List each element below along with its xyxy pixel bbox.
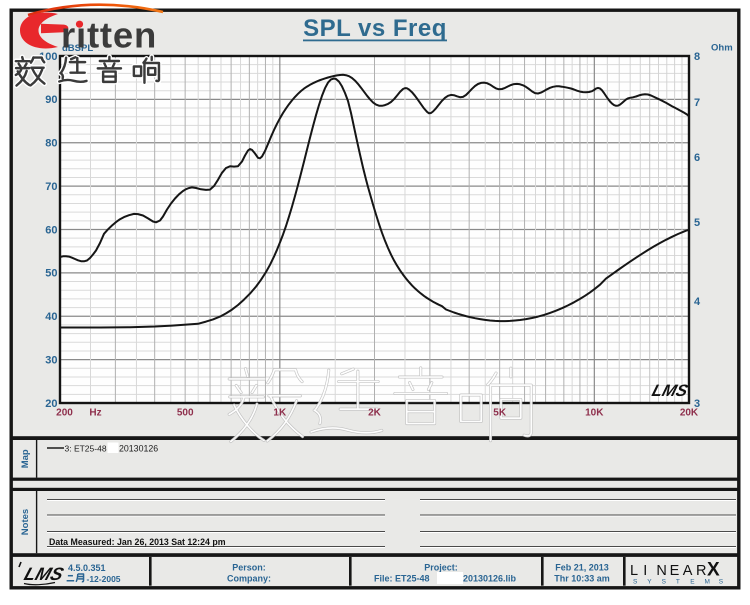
svg-text:E: E xyxy=(670,563,680,579)
svg-text:500: 500 xyxy=(177,408,194,419)
svg-text:20130126.lib: 20130126.lib xyxy=(463,573,517,583)
svg-text:M: M xyxy=(705,579,710,586)
svg-text:40: 40 xyxy=(45,311,57,323)
svg-text:60: 60 xyxy=(45,224,57,236)
svg-text:6: 6 xyxy=(694,152,700,164)
svg-text:Data Measured: Jan 26, 2013 S: Data Measured: Jan 26, 2013 Sat 12:24 pm xyxy=(49,537,226,547)
svg-text:Person:: Person: xyxy=(232,563,266,573)
svg-text:3: 3 xyxy=(694,398,700,410)
svg-text:-12-2005: -12-2005 xyxy=(87,574,121,584)
svg-text:20K: 20K xyxy=(680,408,699,419)
svg-text:Company:: Company: xyxy=(227,573,271,583)
svg-text:File: ET25-48: File: ET25-48 xyxy=(374,573,430,583)
svg-text:dBSPL: dBSPL xyxy=(62,43,93,54)
svg-text:2K: 2K xyxy=(368,408,382,419)
svg-text:Y: Y xyxy=(647,579,652,586)
svg-text:Feb 21, 2013: Feb 21, 2013 xyxy=(555,563,609,573)
svg-text:Map: Map xyxy=(20,449,31,468)
svg-text:Hz: Hz xyxy=(89,408,101,419)
svg-text:5K: 5K xyxy=(493,408,507,419)
svg-text:3: ET25-48: 3: ET25-48 xyxy=(65,443,107,453)
svg-text:T: T xyxy=(676,579,680,586)
svg-text:Ohm: Ohm xyxy=(711,43,733,54)
svg-text:5: 5 xyxy=(694,217,700,229)
svg-text:R: R xyxy=(696,563,706,579)
svg-text:Thr 10:33 am: Thr 10:33 am xyxy=(554,573,610,583)
svg-text:70: 70 xyxy=(45,181,57,193)
svg-text:Project:: Project: xyxy=(424,563,458,573)
svg-text:E: E xyxy=(690,579,695,586)
svg-text:8: 8 xyxy=(694,51,700,63)
svg-text:I: I xyxy=(643,563,647,579)
svg-text:LMS: LMS xyxy=(22,563,67,583)
svg-text:SPL vs Freq: SPL vs Freq xyxy=(303,15,447,42)
svg-text:4.5.0.351: 4.5.0.351 xyxy=(68,563,106,573)
svg-text:30: 30 xyxy=(45,354,57,366)
svg-text:rıtten: rıtten xyxy=(61,15,157,56)
svg-text:L: L xyxy=(630,563,638,579)
svg-text:A: A xyxy=(683,563,693,579)
svg-text:S: S xyxy=(633,579,638,586)
svg-text:90: 90 xyxy=(45,94,57,106)
svg-text:10K: 10K xyxy=(585,408,604,419)
svg-text:80: 80 xyxy=(45,138,57,150)
svg-text:4: 4 xyxy=(694,296,701,308)
svg-text:N: N xyxy=(656,563,666,579)
svg-text:X: X xyxy=(707,560,720,581)
svg-text:S: S xyxy=(662,579,667,586)
svg-text:S: S xyxy=(719,579,724,586)
svg-text:200: 200 xyxy=(56,408,73,419)
svg-text:Notes: Notes xyxy=(20,509,31,535)
svg-text:LMS: LMS xyxy=(650,381,691,400)
svg-text:1K: 1K xyxy=(273,408,287,419)
svg-text:7: 7 xyxy=(694,97,700,109)
svg-text:20: 20 xyxy=(45,398,57,410)
svg-text:50: 50 xyxy=(45,268,57,280)
svg-text:20130126: 20130126 xyxy=(119,443,158,453)
